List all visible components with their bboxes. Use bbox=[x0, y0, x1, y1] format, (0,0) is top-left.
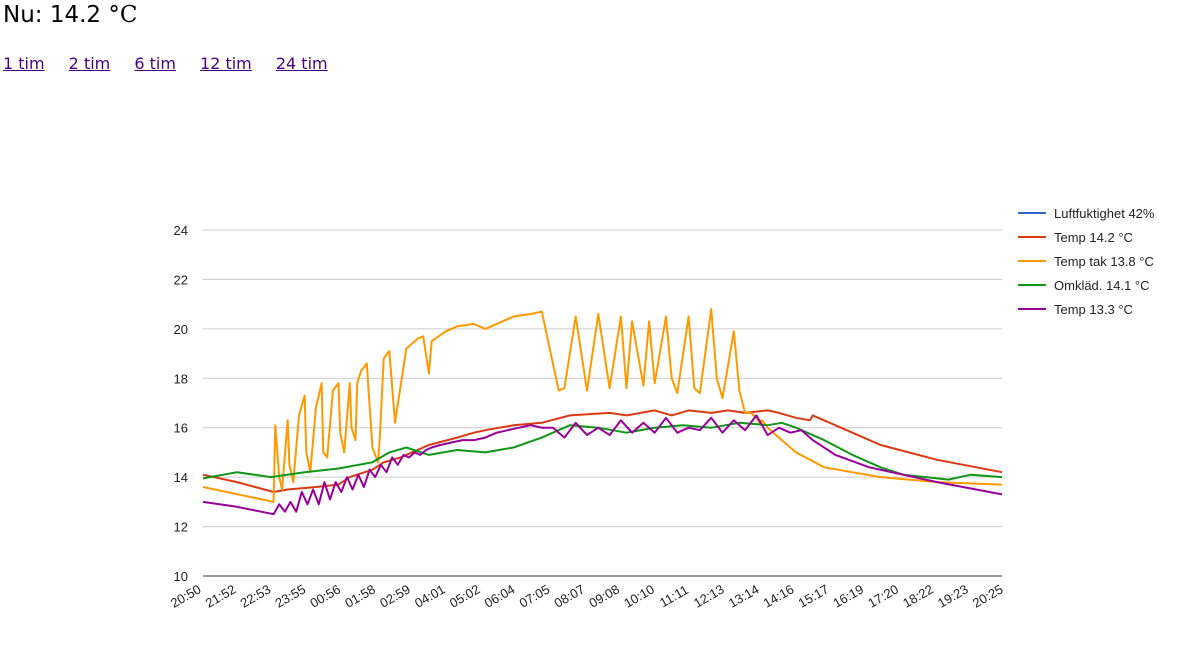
legend-label: Temp 14.2 °C bbox=[1054, 230, 1133, 245]
series-line-2 bbox=[202, 308, 1003, 503]
x-tick-label: 04:01 bbox=[412, 581, 448, 610]
x-tick-label: 11:11 bbox=[657, 582, 691, 610]
x-tick-label: 09:08 bbox=[586, 581, 622, 610]
x-tick-label: 02:59 bbox=[377, 581, 413, 610]
current-temperature: Nu: 14.2 °C bbox=[3, 0, 137, 30]
x-tick-label: 16:19 bbox=[830, 581, 866, 610]
chart-series-lines bbox=[202, 308, 1003, 516]
x-tick-label: 20:50 bbox=[168, 581, 204, 610]
x-tick-label: 01:58 bbox=[342, 581, 378, 610]
y-tick-label: 14 bbox=[174, 470, 188, 485]
series-line-3 bbox=[202, 421, 1003, 481]
x-tick-label: 07:05 bbox=[517, 581, 553, 610]
x-tick-label: 20:25 bbox=[970, 581, 1006, 610]
range-link-24h[interactable]: 24 tim bbox=[275, 54, 328, 73]
x-tick-label: 18:22 bbox=[900, 581, 936, 610]
x-tick-label: 14:16 bbox=[761, 581, 797, 610]
x-tick-label: 21:52 bbox=[203, 581, 239, 610]
x-tick-label: 17:20 bbox=[865, 581, 901, 610]
series-line-4 bbox=[202, 414, 1003, 516]
x-tick-label: 19:23 bbox=[935, 581, 971, 610]
x-tick-label: 22:53 bbox=[238, 581, 274, 610]
range-link-2h[interactable]: 2 tim bbox=[68, 54, 111, 73]
current-temperature-value: 14.2 bbox=[49, 2, 102, 28]
x-tick-label: 00:56 bbox=[307, 581, 343, 610]
current-temperature-unit: °C bbox=[108, 2, 138, 28]
time-range-links: 1 tim 2 tim 6 tim 12 tim 24 tim bbox=[3, 54, 347, 73]
y-tick-label: 12 bbox=[174, 520, 188, 535]
range-link-1h[interactable]: 1 tim bbox=[3, 54, 45, 73]
y-tick-label: 20 bbox=[174, 322, 188, 337]
x-tick-label: 08:07 bbox=[551, 581, 587, 610]
range-link-6h[interactable]: 6 tim bbox=[134, 54, 176, 73]
x-tick-label: 12:13 bbox=[691, 581, 727, 610]
x-axis-tick-labels: 20:50 21:52 22:53 23:55 00:56 01:58 02:59 04:01… bbox=[168, 581, 1006, 610]
y-tick-label: 22 bbox=[174, 272, 188, 287]
y-tick-label: 24 bbox=[174, 223, 188, 238]
current-temperature-prefix: Nu: bbox=[3, 2, 50, 28]
chart-legend: Luftfuktighet 42% Temp 14.2 °C Temp tak 13… bbox=[1018, 206, 1155, 317]
legend-label: Temp 13.3 °C bbox=[1054, 302, 1133, 317]
range-link-12h[interactable]: 12 tim bbox=[200, 54, 252, 73]
x-tick-label: 10:10 bbox=[621, 581, 657, 610]
y-axis-tick-labels: 10 12 14 16 18 20 22 24 bbox=[174, 223, 188, 584]
chart-gridlines bbox=[203, 229, 1002, 577]
x-tick-label: 06:04 bbox=[482, 581, 518, 610]
y-tick-label: 16 bbox=[174, 421, 188, 436]
y-tick-label: 10 bbox=[174, 569, 188, 584]
x-tick-label: 13:14 bbox=[726, 581, 762, 610]
legend-label: Luftfuktighet 42% bbox=[1054, 206, 1155, 221]
legend-label: Temp tak 13.8 °C bbox=[1054, 254, 1154, 269]
x-tick-label: 05:02 bbox=[447, 581, 483, 610]
x-tick-label: 15:17 bbox=[796, 581, 832, 610]
x-tick-label: 23:55 bbox=[273, 581, 309, 610]
legend-label: Omkläd. 14.1 °C bbox=[1054, 278, 1150, 293]
y-tick-label: 18 bbox=[174, 371, 188, 386]
